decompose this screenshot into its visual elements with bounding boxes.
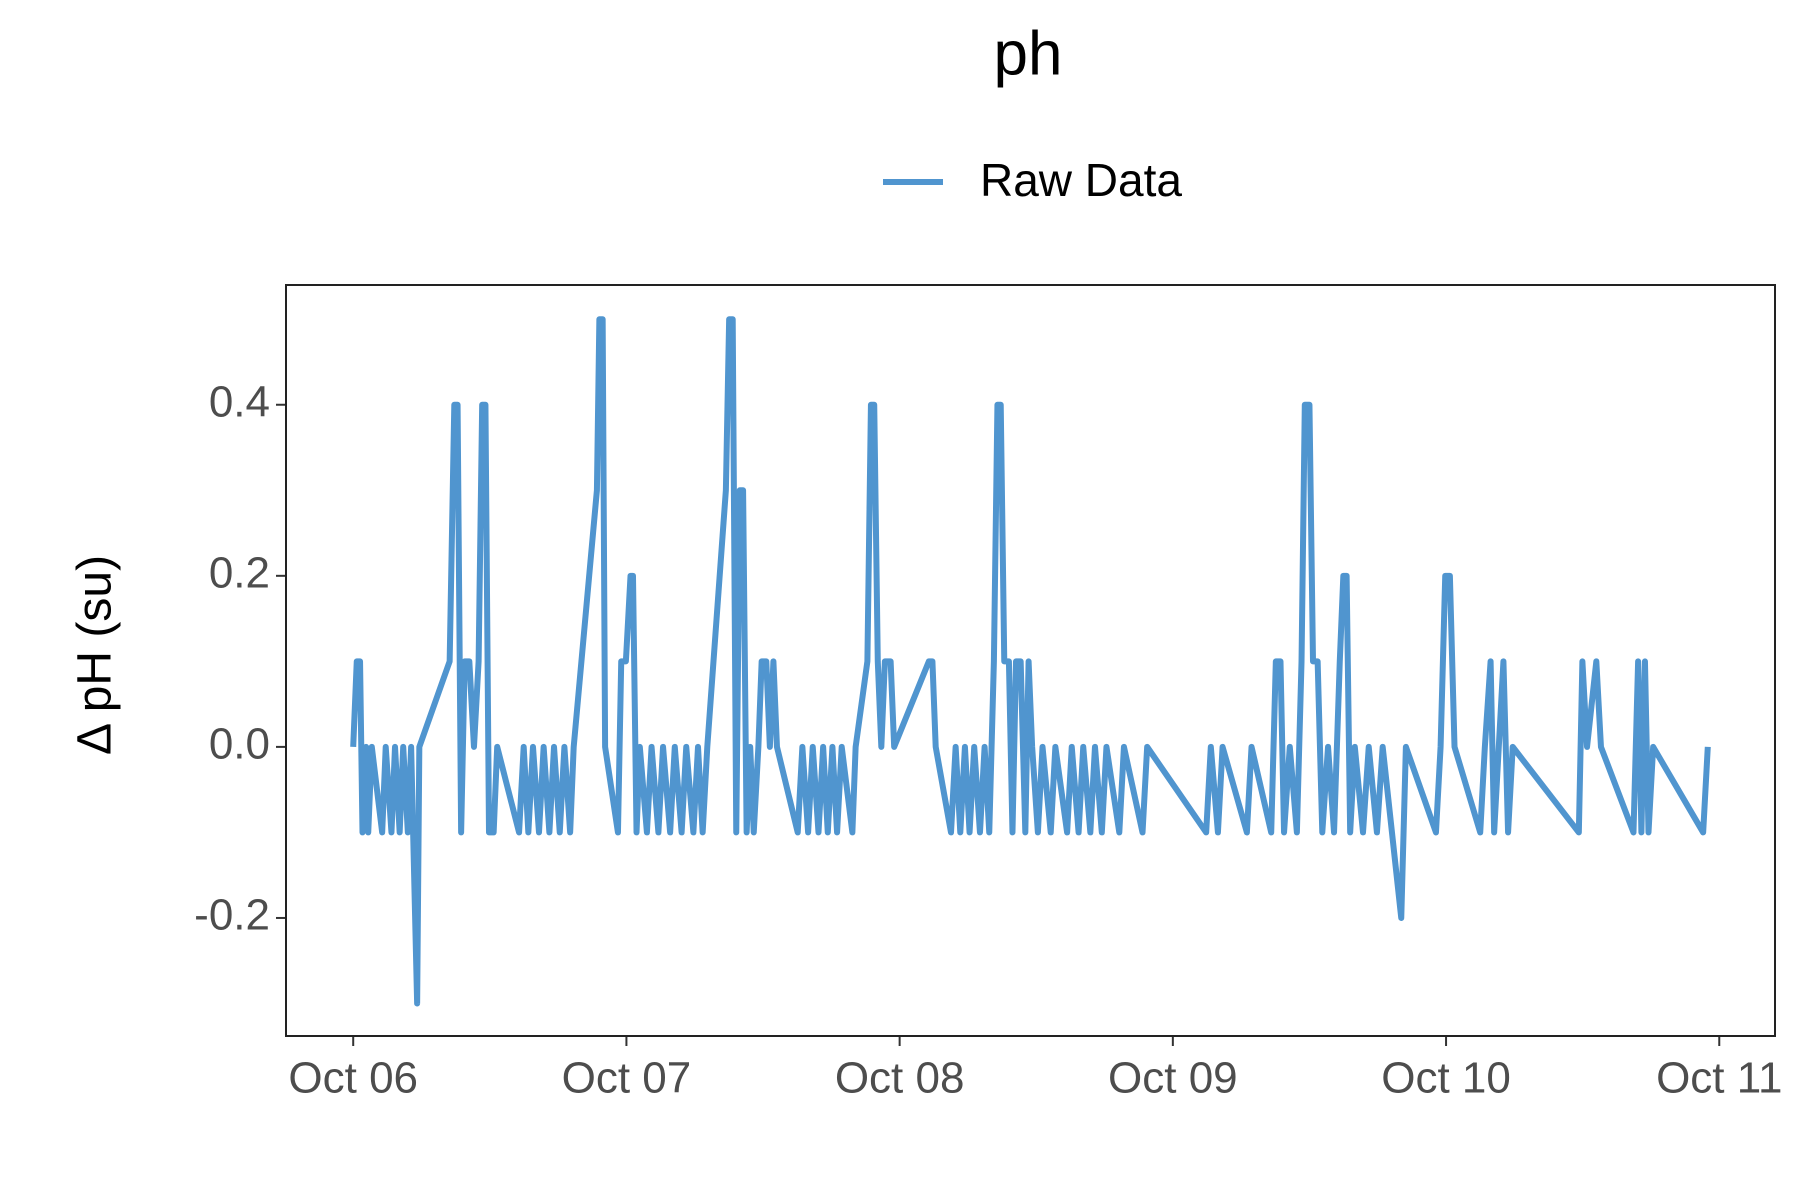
x-tick-label: Oct 09 <box>1108 1054 1238 1103</box>
x-tick-label: Oct 06 <box>288 1054 418 1103</box>
y-tick-label: 0.0 <box>209 720 270 769</box>
y-tick-label: 0.2 <box>209 548 270 597</box>
x-tick-label: Oct 08 <box>835 1054 965 1103</box>
x-tick-label: Oct 11 <box>1656 1054 1782 1103</box>
x-tick-label: Oct 10 <box>1381 1054 1511 1103</box>
plot-border <box>285 284 1776 1037</box>
data-line <box>350 316 1711 1007</box>
y-tick-label: 0.4 <box>209 377 270 426</box>
legend-label: Raw Data <box>980 154 1182 206</box>
x-tick-label: Oct 07 <box>562 1054 692 1103</box>
chart-title: ph <box>994 19 1063 88</box>
y-tick-label: -0.2 <box>194 891 270 940</box>
y-axis-title: Δ pH (su) <box>69 555 122 755</box>
